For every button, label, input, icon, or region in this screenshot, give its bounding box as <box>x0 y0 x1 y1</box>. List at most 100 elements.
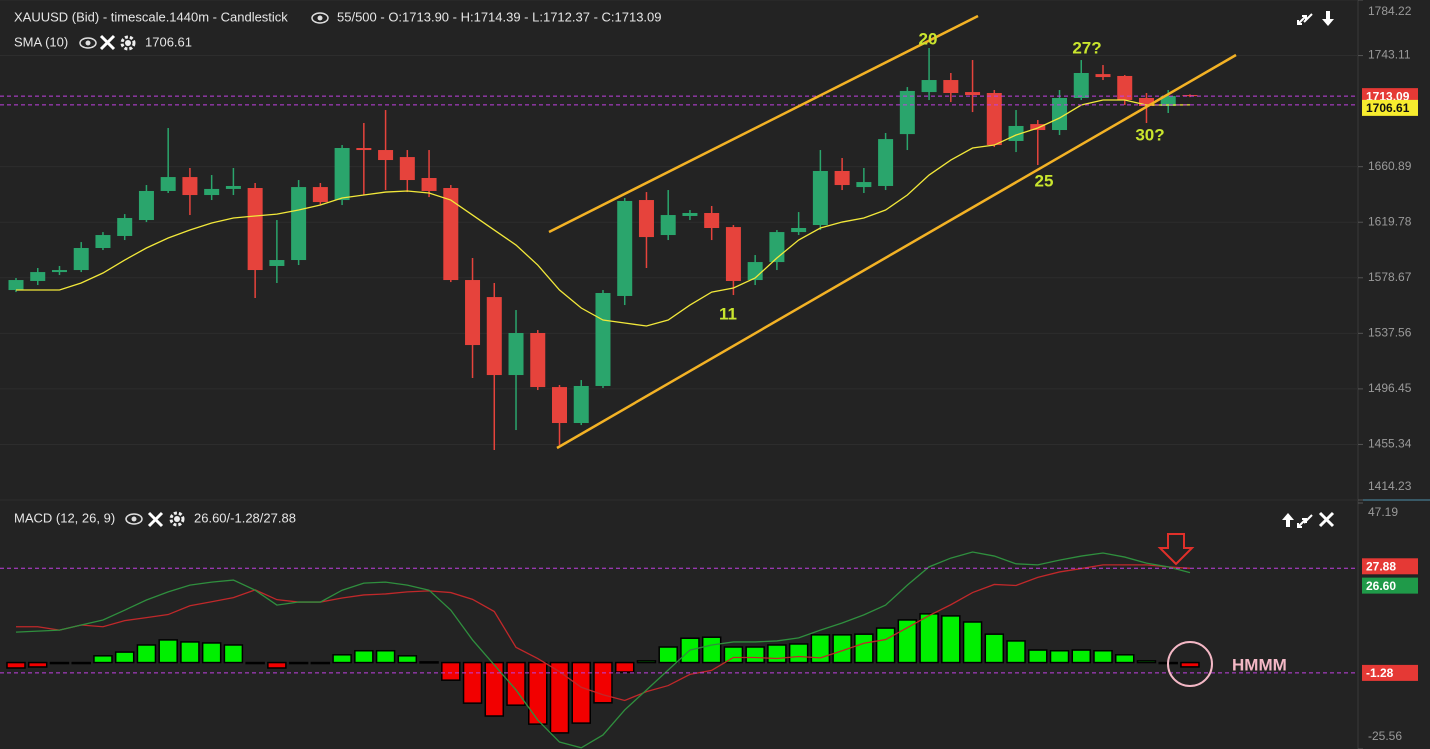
histogram-bar <box>201 642 222 664</box>
histogram-bar <box>636 660 657 664</box>
candle-body <box>1030 124 1046 131</box>
expand-icon[interactable] <box>1297 514 1313 528</box>
candle-body <box>312 187 328 203</box>
candle-body <box>51 270 67 273</box>
price-tag <box>1362 664 1418 681</box>
candle-body <box>1160 95 1176 106</box>
histogram-bar <box>93 655 113 664</box>
histogram-bar <box>462 661 483 704</box>
histogram-bar <box>571 661 591 724</box>
histogram-bar <box>354 649 374 664</box>
settings-icon[interactable] <box>120 35 136 51</box>
candle-body <box>1052 98 1068 131</box>
candle-body <box>1117 75 1133 101</box>
histogram-bar <box>745 646 765 664</box>
candle-body <box>160 177 176 191</box>
move-up-icon[interactable] <box>1282 513 1294 527</box>
arrow-annotation <box>1157 533 1195 566</box>
annotation: 30? <box>1135 125 1164 144</box>
close-icon[interactable] <box>147 511 164 528</box>
move-down-icon[interactable] <box>1322 11 1334 26</box>
histogram-bar <box>528 661 548 725</box>
candle-body <box>138 190 154 221</box>
eye-icon[interactable] <box>125 513 143 525</box>
price-tag-label: 26.60 <box>1366 579 1396 593</box>
candle-body <box>486 297 502 376</box>
annotation: 11 <box>719 304 737 323</box>
expand-icon[interactable] <box>1297 13 1313 25</box>
circle-annotation <box>1167 641 1213 687</box>
y-tick-label: 1619.78 <box>1368 214 1412 228</box>
candle-body <box>1182 95 1198 97</box>
histogram-bar <box>723 646 744 664</box>
histogram-bar <box>658 646 678 664</box>
candle-body <box>73 248 89 271</box>
candle-body <box>834 170 850 186</box>
histogram-bar <box>223 644 244 664</box>
y-tick-label: 1455.34 <box>1368 437 1412 451</box>
candle-body <box>552 387 567 424</box>
histogram-bar <box>6 661 26 669</box>
candle-body <box>856 182 872 188</box>
histogram-bar <box>397 655 418 664</box>
indicator-line <box>16 564 1191 702</box>
candle-body <box>378 150 394 161</box>
y-tick-label: 1743.11 <box>1368 48 1411 62</box>
candle-body <box>791 228 807 233</box>
eye-icon[interactable] <box>311 12 329 24</box>
annotation: HMMM <box>1232 655 1287 674</box>
histogram-bar <box>875 627 896 664</box>
price-tag-label: 1706.61 <box>1366 101 1410 115</box>
price-tag-label: 1713.09 <box>1366 89 1410 103</box>
close-icon[interactable] <box>99 34 116 51</box>
eye-icon[interactable] <box>79 37 97 49</box>
candle-body <box>269 260 285 266</box>
histogram-bar <box>941 615 961 664</box>
histogram-bar <box>1006 640 1026 664</box>
candle-body <box>747 262 763 281</box>
histogram-bar <box>854 633 874 664</box>
histogram-bar <box>71 661 91 665</box>
indicator-line <box>16 99 1190 327</box>
histogram-bar <box>1180 661 1200 668</box>
candle-body <box>595 293 611 386</box>
candle-body <box>660 215 676 236</box>
price-tag-label: 27.88 <box>1366 559 1396 573</box>
histogram-bar <box>441 661 461 681</box>
candle-body <box>1138 98 1154 106</box>
annotation: 27? <box>1072 38 1101 57</box>
annotation: 20 <box>919 29 938 48</box>
settings-icon[interactable] <box>169 511 185 527</box>
histogram-bar <box>1093 649 1113 664</box>
candle-body <box>8 280 24 291</box>
indicator-name: SMA (10) <box>14 34 68 49</box>
y-tick-label: 1537.56 <box>1368 326 1412 340</box>
y-tick-label: 47.19 <box>1368 505 1398 519</box>
histogram-bar <box>180 641 200 664</box>
histogram-bar <box>1114 654 1135 664</box>
candle-body <box>225 185 241 189</box>
trend-line <box>556 53 1237 450</box>
candle-body <box>812 170 828 226</box>
histogram-bar <box>1028 649 1048 664</box>
histogram-bar <box>27 661 48 668</box>
histogram-bar <box>419 661 439 664</box>
close-icon[interactable] <box>1318 511 1335 528</box>
y-tick-label: 1414.23 <box>1368 479 1412 493</box>
ohlc-readout: 55/500 - O:1713.90 - H:1714.39 - L:1712.… <box>337 9 662 24</box>
y-tick-label: 1496.45 <box>1368 381 1412 395</box>
candle-body <box>986 93 1002 146</box>
histogram-bar <box>49 661 70 665</box>
y-tick-label: -25.56 <box>1368 729 1402 743</box>
candle-body <box>443 188 459 281</box>
histogram-bar <box>919 613 939 664</box>
candle-body <box>291 187 307 261</box>
candle-body <box>725 227 741 281</box>
histogram-bar <box>484 661 505 717</box>
indicator-name: MACD (12, 26, 9) <box>14 510 115 525</box>
histogram-bar <box>1136 660 1157 664</box>
candle-body <box>1095 74 1111 78</box>
y-tick-label: 1784.22 <box>1368 4 1412 18</box>
